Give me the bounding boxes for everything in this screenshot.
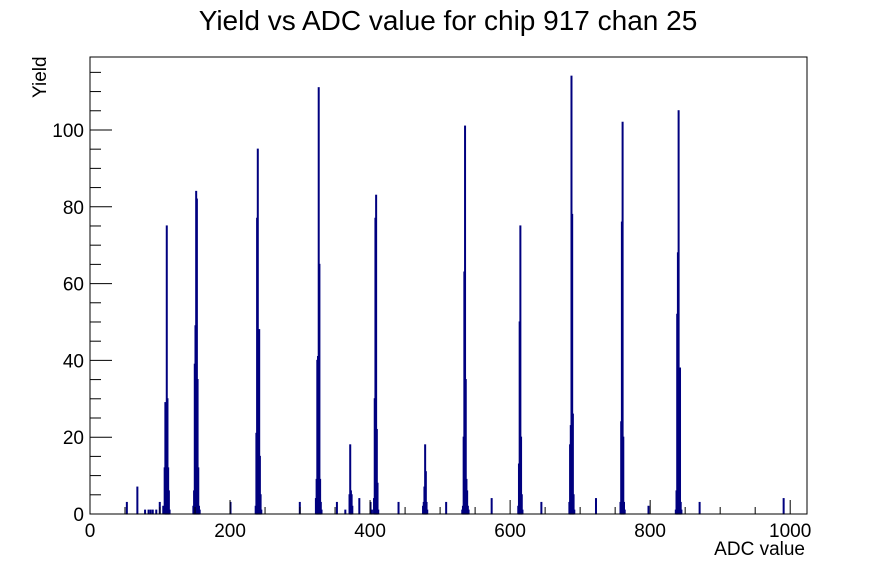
x-tick-label: 600 [494,521,526,542]
y-axis: 0 20 40 60 80 100 [52,71,112,526]
histogram-bin [147,509,150,515]
histogram-bin [344,509,347,515]
histogram-bin [445,501,448,515]
x-tick-label: 1000 [769,521,811,542]
x-tick-label: 800 [634,521,666,542]
histogram-bin [358,498,361,515]
histogram-bin [151,509,154,515]
y-tick-label: 60 [63,275,84,296]
x-tick-label: 0 [85,521,96,542]
histogram-bin [623,509,626,515]
y-tick-label: 0 [73,505,84,526]
histogram-bin [467,509,470,515]
histogram-bin [397,501,400,515]
histogram-bin [698,501,701,515]
y-tick-label: 80 [63,198,84,219]
histogram-bin [490,498,493,515]
x-tick-label: 200 [214,521,246,542]
x-axis-label: ADC value [714,539,805,560]
histogram-bin [320,509,323,515]
x-tick-label: 400 [354,521,386,542]
histogram-bin [679,367,682,515]
histogram-bin [680,509,683,515]
histogram-bin [335,501,338,515]
histogram-bin [318,263,321,515]
histogram-bin [260,509,263,515]
histogram-bin [573,509,576,515]
histogram-bin [144,509,147,515]
y-tick-label: 100 [52,121,84,142]
histogram-bin [370,509,373,515]
histogram-bin [198,509,201,515]
histogram-bin [162,505,165,515]
y-tick-label: 40 [63,351,84,372]
histogram-bin [168,509,171,515]
x-axis: 0 200 400 600 800 1000 [85,500,811,542]
histogram-bin [377,509,380,515]
histogram-bin [521,509,524,515]
histogram-bin [594,498,597,515]
histogram-bin [351,505,354,515]
histogram-bin [155,509,158,515]
plot-frame [89,56,808,515]
histogram-bin [125,501,128,515]
histogram-bin [426,509,429,515]
histogram-bin [782,498,785,515]
histogram-bin [376,482,379,515]
chart-title: Yield vs ADC value for chip 917 chan 25 [199,5,698,36]
histogram-bin [647,505,650,515]
y-tick-label: 20 [63,428,84,449]
histogram-bin [149,509,152,515]
histogram-bin [136,486,139,515]
y-axis-label: Yield [30,56,51,98]
histogram-bin [540,501,543,515]
